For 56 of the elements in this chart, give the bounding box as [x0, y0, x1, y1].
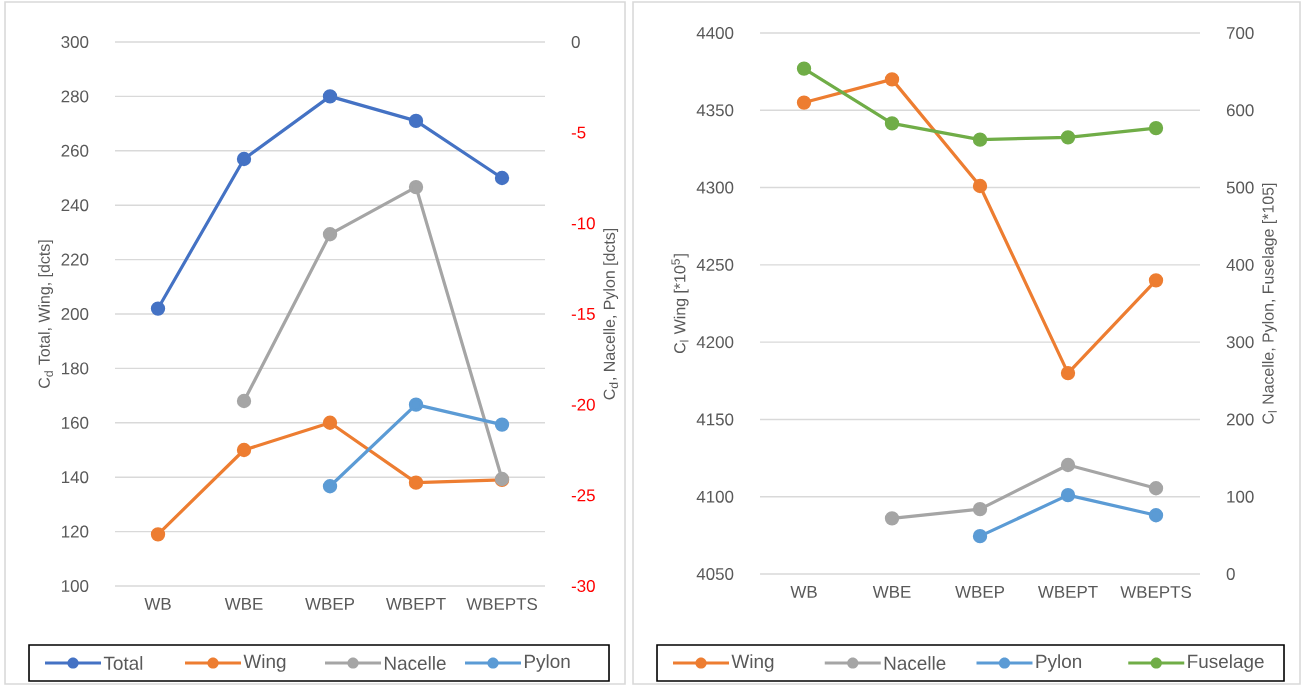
- y-tick-label: 280: [61, 90, 89, 103]
- y2-tick-label: 600: [1226, 104, 1254, 117]
- legend-label: Nacelle: [884, 656, 946, 670]
- x-tick-label: WBEP: [305, 598, 355, 610]
- y2-tick-label: -10: [571, 217, 595, 230]
- y-tick-label: 180: [61, 362, 89, 375]
- y-tick-label: 4350: [696, 104, 734, 117]
- x-tick-label: WBEPT: [385, 598, 446, 610]
- legend-label: Fuselage: [1188, 654, 1264, 672]
- x-tick-label: WBEPT: [1037, 586, 1098, 598]
- y-axis-title: C$_{l}$ Wing [*10$^{5}$]: [671, 254, 689, 354]
- y-tick-label: 160: [61, 416, 89, 429]
- y2-axis-title: C$_{d}$, Nacelle, Pylon [dcts]: [603, 228, 619, 400]
- legend-label: Pylon: [524, 654, 570, 672]
- y-tick-label: 4400: [696, 27, 734, 39]
- y2-tick-label: 0: [571, 36, 580, 48]
- y2-tick-label: 300: [1226, 336, 1254, 349]
- y2-tick-label: 200: [1226, 413, 1254, 426]
- x-tick-label: WB: [790, 586, 817, 598]
- legend-label: Wing: [243, 654, 286, 672]
- y-tick-label: 100: [61, 580, 89, 592]
- y-tick-label: 4100: [696, 490, 734, 503]
- y-tick-label: 260: [61, 144, 89, 157]
- y-tick-label: 240: [61, 199, 89, 212]
- y-tick-label: 4050: [696, 568, 734, 580]
- y2-tick-label: -30: [571, 580, 595, 592]
- y-tick-label: 4250: [696, 258, 734, 271]
- y2-axis-title: C$_{l}$ Nacelle, Pylon, Fuselage [*105]: [1261, 183, 1277, 424]
- legend-label: Total: [103, 656, 143, 670]
- y-axis-title: C$_{d}$ Total, Wing, [dcts]: [38, 240, 54, 388]
- y2-tick-label: 100: [1227, 490, 1254, 503]
- y-tick-label: 300: [61, 36, 89, 48]
- legend-label: Wing: [731, 654, 774, 672]
- y2-tick-label: -20: [571, 398, 595, 411]
- y-tick-label: 4300: [696, 181, 734, 194]
- y-tick-label: 200: [61, 308, 89, 320]
- y2-tick-label: -5: [571, 126, 586, 139]
- y2-tick-label: 700: [1226, 27, 1254, 39]
- y-tick-label: 140: [61, 471, 89, 484]
- y2-tick-label: -15: [571, 308, 595, 320]
- y-tick-label: 4150: [696, 413, 734, 426]
- x-tick-label: WBEPTS: [1120, 586, 1192, 599]
- x-tick-label: WB: [144, 598, 171, 610]
- x-tick-label: WBEP: [955, 586, 1005, 598]
- y2-tick-label: -25: [571, 489, 595, 502]
- y2-tick-label: 500: [1226, 181, 1254, 194]
- x-tick-label: WBE: [224, 598, 263, 610]
- y-tick-label: 120: [61, 525, 89, 538]
- y-tick-label: 220: [61, 253, 89, 266]
- legend-label: Pylon: [1036, 654, 1082, 672]
- y-tick-label: 4200: [696, 336, 734, 349]
- x-tick-label: WBEPTS: [466, 598, 538, 611]
- y2-tick-label: 400: [1226, 258, 1254, 271]
- x-tick-label: WBE: [872, 586, 911, 598]
- legend-label: Nacelle: [384, 656, 446, 670]
- y2-tick-label: 0: [1226, 568, 1235, 580]
